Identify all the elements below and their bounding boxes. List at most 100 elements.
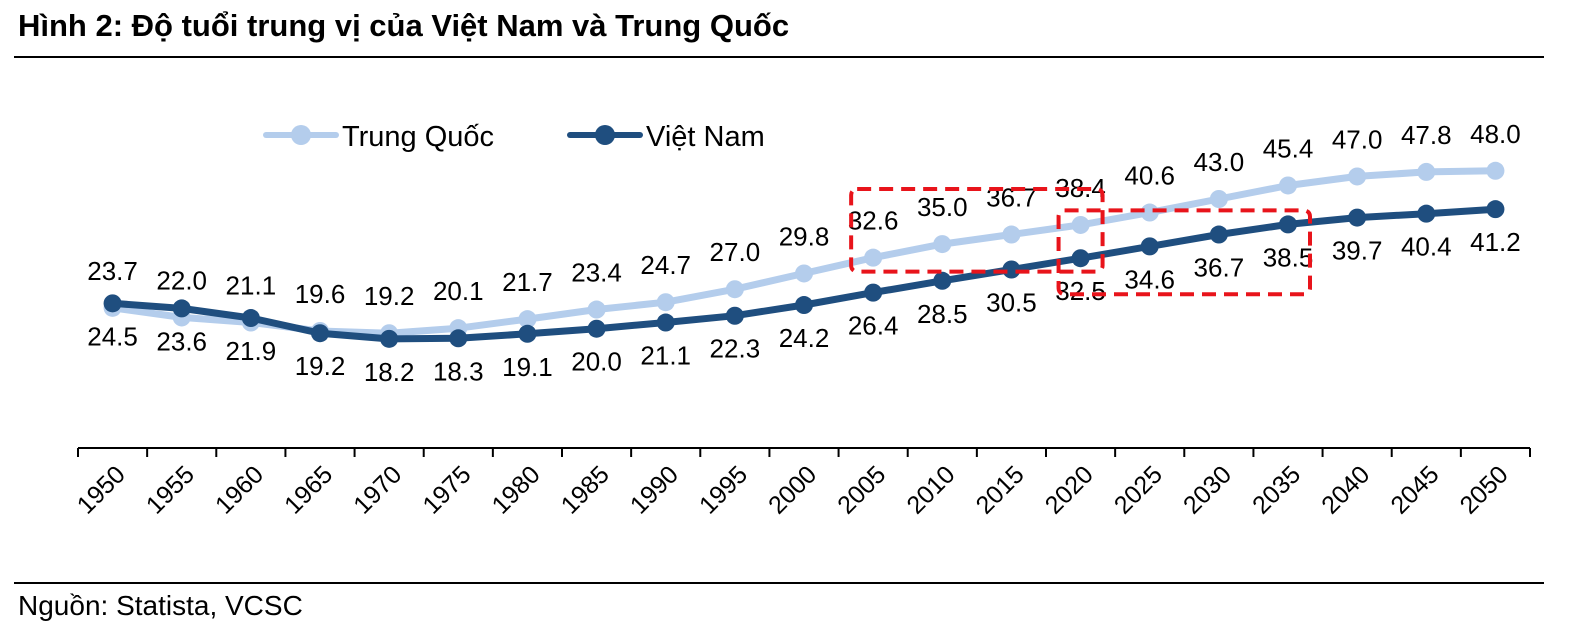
- x-tick-label: 2045: [1385, 460, 1444, 519]
- series-marker-viet-nam: [1417, 204, 1436, 223]
- data-label-viet-nam: 36.7: [1194, 253, 1245, 283]
- x-tick-label: 1970: [348, 460, 407, 519]
- highlight-box-1: [849, 186, 1105, 274]
- data-label-trung-quoc: 21.1: [226, 271, 277, 301]
- series-marker-viet-nam: [1279, 215, 1297, 234]
- data-label-viet-nam: 24.2: [779, 323, 830, 353]
- legend-item-viet-nam[interactable]: Việt Nam: [567, 121, 765, 153]
- x-tick-label: 2050: [1455, 460, 1514, 519]
- x-tick-label: 1990: [625, 460, 684, 519]
- series-marker-viet-nam: [1209, 225, 1228, 244]
- chart-legend: Trung Quốc Việt Nam: [263, 121, 765, 153]
- data-label-viet-nam: 18.3: [433, 356, 484, 386]
- series-marker-viet-nam: [725, 306, 744, 325]
- x-tick-label: 1980: [487, 460, 546, 519]
- x-tick-label: 1960: [210, 460, 269, 519]
- series-marker-trung-quoc: [1140, 203, 1159, 222]
- x-tick-label: 1995: [694, 460, 753, 519]
- series-marker-viet-nam: [1002, 260, 1021, 279]
- x-tick-label: 1950: [72, 460, 131, 519]
- series-marker-viet-nam: [656, 313, 675, 332]
- x-tick-label: 2040: [1316, 460, 1375, 519]
- data-label-viet-nam: 19.2: [295, 351, 346, 381]
- data-label-viet-nam: 21.9: [226, 336, 277, 366]
- series-marker-viet-nam: [587, 319, 606, 338]
- title-divider: [14, 56, 1544, 58]
- series-marker-trung-quoc: [1071, 215, 1090, 234]
- data-label-trung-quoc: 20.1: [433, 276, 484, 306]
- data-label-trung-quoc: 29.8: [779, 221, 830, 251]
- series-marker-trung-quoc: [725, 280, 744, 299]
- data-label-trung-quoc: 48.0: [1470, 119, 1521, 149]
- data-label-trung-quoc: 22.0: [156, 265, 207, 295]
- data-label-viet-nam: 23.6: [156, 326, 207, 356]
- series-marker-trung-quoc: [795, 264, 813, 283]
- data-label-trung-quoc: 23.7: [87, 256, 138, 286]
- figure-title: Hình 2: Độ tuổi trung vị của Việt Nam và…: [18, 8, 790, 43]
- source-divider: [14, 582, 1544, 584]
- data-label-trung-quoc: 47.0: [1332, 124, 1383, 154]
- x-tick-label: 2000: [763, 460, 822, 519]
- data-label-viet-nam: 22.3: [710, 334, 761, 364]
- series-marker-trung-quoc: [1279, 176, 1297, 195]
- data-label-trung-quoc: 19.6: [295, 279, 346, 309]
- series-marker-viet-nam: [518, 324, 537, 343]
- x-tick-label: 2020: [1040, 460, 1099, 519]
- data-label-viet-nam: 28.5: [917, 299, 968, 329]
- series-marker-trung-quoc: [518, 310, 537, 329]
- legend-label-viet-nam: Việt Nam: [646, 121, 765, 153]
- series-marker-trung-quoc: [1348, 167, 1367, 186]
- x-tick-label: 2005: [832, 460, 891, 519]
- x-tick-label: 2025: [1109, 460, 1168, 519]
- series-marker-viet-nam: [795, 296, 813, 315]
- data-label-trung-quoc: 19.2: [364, 281, 415, 311]
- x-tick-label: 1955: [141, 460, 200, 519]
- data-label-trung-quoc: 43.0: [1194, 147, 1245, 177]
- series-marker-viet-nam: [103, 294, 122, 313]
- series-marker-viet-nam: [380, 329, 399, 348]
- data-label-viet-nam: 20.0: [571, 347, 622, 377]
- data-label-viet-nam: 24.5: [87, 321, 138, 351]
- legend-swatch-marker: [291, 125, 311, 145]
- series-marker-trung-quoc: [1486, 161, 1505, 180]
- x-tick-label: 1965: [279, 460, 338, 519]
- series-marker-viet-nam: [864, 283, 883, 302]
- x-tick-label: 2035: [1247, 460, 1306, 519]
- series-marker-viet-nam: [1140, 237, 1159, 256]
- series-marker-trung-quoc: [587, 300, 606, 319]
- data-label-viet-nam: 41.2: [1470, 227, 1521, 257]
- series-marker-trung-quoc: [1417, 162, 1436, 181]
- series-marker-viet-nam: [933, 271, 952, 290]
- x-tick-label: 2030: [1178, 460, 1237, 519]
- data-label-trung-quoc: 24.7: [640, 250, 691, 280]
- legend-label-trung-quoc: Trung Quốc: [342, 121, 494, 153]
- source-note: Nguồn: Statista, VCSC: [18, 590, 303, 621]
- data-label-viet-nam: 40.4: [1401, 232, 1452, 262]
- series-marker-viet-nam: [1348, 208, 1367, 227]
- series-marker-viet-nam: [1071, 249, 1090, 268]
- data-label-viet-nam: 19.1: [502, 352, 553, 382]
- plot-area: 1950 1955 1960 1965 1970 1975 1980 1985 1990 1995…: [72, 119, 1531, 520]
- data-label-viet-nam: 32.5: [1055, 276, 1106, 306]
- data-label-viet-nam: 21.1: [640, 341, 691, 371]
- x-tick-label: 2015: [971, 460, 1030, 519]
- legend-item-trung-quoc[interactable]: Trung Quốc: [263, 121, 494, 153]
- data-label-trung-quoc: 27.0: [710, 237, 761, 267]
- series-marker-viet-nam: [172, 299, 191, 318]
- legend-swatch-marker: [595, 125, 615, 145]
- highlight-box-2: [1056, 208, 1312, 297]
- series-marker-trung-quoc: [656, 293, 675, 312]
- data-label-viet-nam: 18.2: [364, 357, 415, 387]
- series-marker-viet-nam: [241, 309, 260, 328]
- data-label-viet-nam: 26.4: [848, 311, 899, 341]
- data-label-viet-nam: 30.5: [986, 288, 1037, 318]
- data-label-viet-nam: 34.6: [1124, 264, 1175, 294]
- series-marker-trung-quoc: [1209, 190, 1228, 208]
- data-label-viet-nam: 38.5: [1263, 242, 1314, 272]
- data-label-trung-quoc: 21.7: [502, 267, 553, 297]
- data-label-trung-quoc: 40.6: [1124, 161, 1175, 191]
- series-marker-viet-nam: [1486, 200, 1505, 219]
- data-label-trung-quoc: 47.8: [1401, 120, 1452, 150]
- series-marker-trung-quoc: [1002, 225, 1021, 244]
